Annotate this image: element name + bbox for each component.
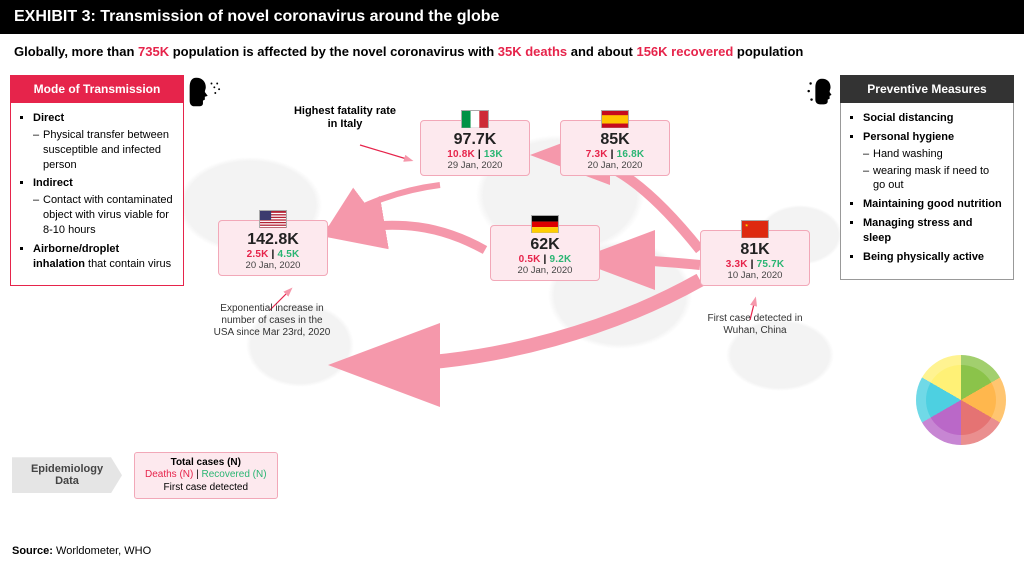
country-card-china: 81K3.3K | 75.7K10 Jan, 2020 [700, 230, 810, 286]
deaths-recovered-usa: 2.5K | 4.5K [223, 249, 323, 260]
prevent-header-text: Preventive Measures [867, 82, 986, 96]
cases-spain: 85K [565, 131, 665, 149]
subtitle: Globally, more than 735K population is a… [0, 34, 1024, 65]
annotation-italy: Highest fatality rate in Italy [290, 105, 400, 131]
mode-of-transmission-box: Mode of Transmission DirectPhysical tran… [10, 75, 184, 286]
date-germany: 20 Jan, 2020 [495, 265, 595, 276]
legend-total: Total cases (N) [145, 457, 267, 470]
mode-item-direct: DirectPhysical transfer between suscepti… [33, 111, 173, 172]
country-card-spain: 85K7.3K | 16.8K20 Jan, 2020 [560, 120, 670, 176]
virus-head-icon [803, 74, 841, 112]
subtitle-t3: and about [567, 44, 636, 59]
subtitle-affected: 735K [138, 44, 169, 59]
cases-china: 81K [705, 241, 805, 259]
cases-italy: 97.7K [425, 131, 525, 149]
flag-germany-icon [531, 215, 559, 233]
legend-row: Epidemiology Data Total cases (N) Deaths… [12, 452, 278, 500]
deaths-recovered-germany: 0.5K | 9.2K [495, 254, 595, 265]
subtitle-t1: Globally, more than [14, 44, 138, 59]
mode-header: Mode of Transmission [10, 75, 184, 103]
legend-card: Total cases (N) Deaths (N) | Recovered (… [134, 452, 278, 500]
date-china: 10 Jan, 2020 [705, 270, 805, 281]
preventive-measures-box: Preventive Measures Social distancing Pe… [840, 75, 1014, 280]
prevent-item-active: Being physically active [863, 250, 1003, 265]
date-spain: 20 Jan, 2020 [565, 160, 665, 171]
flag-usa-icon [259, 210, 287, 228]
deaths-recovered-spain: 7.3K | 16.8K [565, 149, 665, 160]
prevent-item-stress: Managing stress and sleep [863, 216, 1003, 246]
deaths-recovered-italy: 10.8K | 13K [425, 149, 525, 160]
annotation-china: First case detected in Wuhan, China [695, 313, 815, 337]
mode-item-indirect: IndirectContact with contaminated object… [33, 176, 173, 237]
date-italy: 29 Jan, 2020 [425, 160, 525, 171]
annotation-usa: Exponential increase in number of cases … [212, 303, 332, 339]
country-card-germany: 62K0.5K | 9.2K20 Jan, 2020 [490, 225, 600, 281]
country-card-usa: 142.8K2.5K | 4.5K20 Jan, 2020 [218, 220, 328, 276]
subtitle-t4: population [733, 44, 803, 59]
exhibit-title: EXHIBIT 3: Transmission of novel coronav… [0, 0, 1024, 34]
prevent-body: Social distancing Personal hygieneHand w… [840, 103, 1014, 280]
cases-germany: 62K [495, 236, 595, 254]
mode-header-text: Mode of Transmission [34, 82, 161, 96]
flag-china-icon [741, 220, 769, 238]
prevent-item-hygiene: Personal hygieneHand washingwearing mask… [863, 130, 1003, 193]
source-line: Source: Worldometer, WHO [12, 545, 151, 557]
country-card-italy: 97.7K10.8K | 13K29 Jan, 2020 [420, 120, 530, 176]
food-wheel-icon [916, 355, 1006, 445]
subtitle-deaths: 35K deaths [498, 44, 567, 59]
legend-tag: Epidemiology Data [12, 457, 122, 493]
flag-spain-icon [601, 110, 629, 128]
mode-body: DirectPhysical transfer between suscepti… [10, 103, 184, 286]
legend-dr: Deaths (N) | Recovered (N) [145, 469, 267, 482]
date-usa: 20 Jan, 2020 [223, 260, 323, 271]
subtitle-recovered: 156K recovered [636, 44, 733, 59]
prevent-item-distancing: Social distancing [863, 111, 1003, 126]
deaths-recovered-china: 3.3K | 75.7K [705, 259, 805, 270]
content-area: Mode of Transmission DirectPhysical tran… [0, 65, 1024, 505]
prevent-item-nutrition: Maintaining good nutrition [863, 197, 1003, 212]
cases-usa: 142.8K [223, 231, 323, 249]
subtitle-t2: population is affected by the novel coro… [169, 44, 498, 59]
flag-italy-icon [461, 110, 489, 128]
mode-item-airborne: Airborne/droplet inhalation that contain… [33, 242, 173, 272]
prevent-header: Preventive Measures [840, 75, 1014, 103]
legend-first: First case detected [145, 482, 267, 495]
head-silhouette-icon [183, 74, 221, 112]
